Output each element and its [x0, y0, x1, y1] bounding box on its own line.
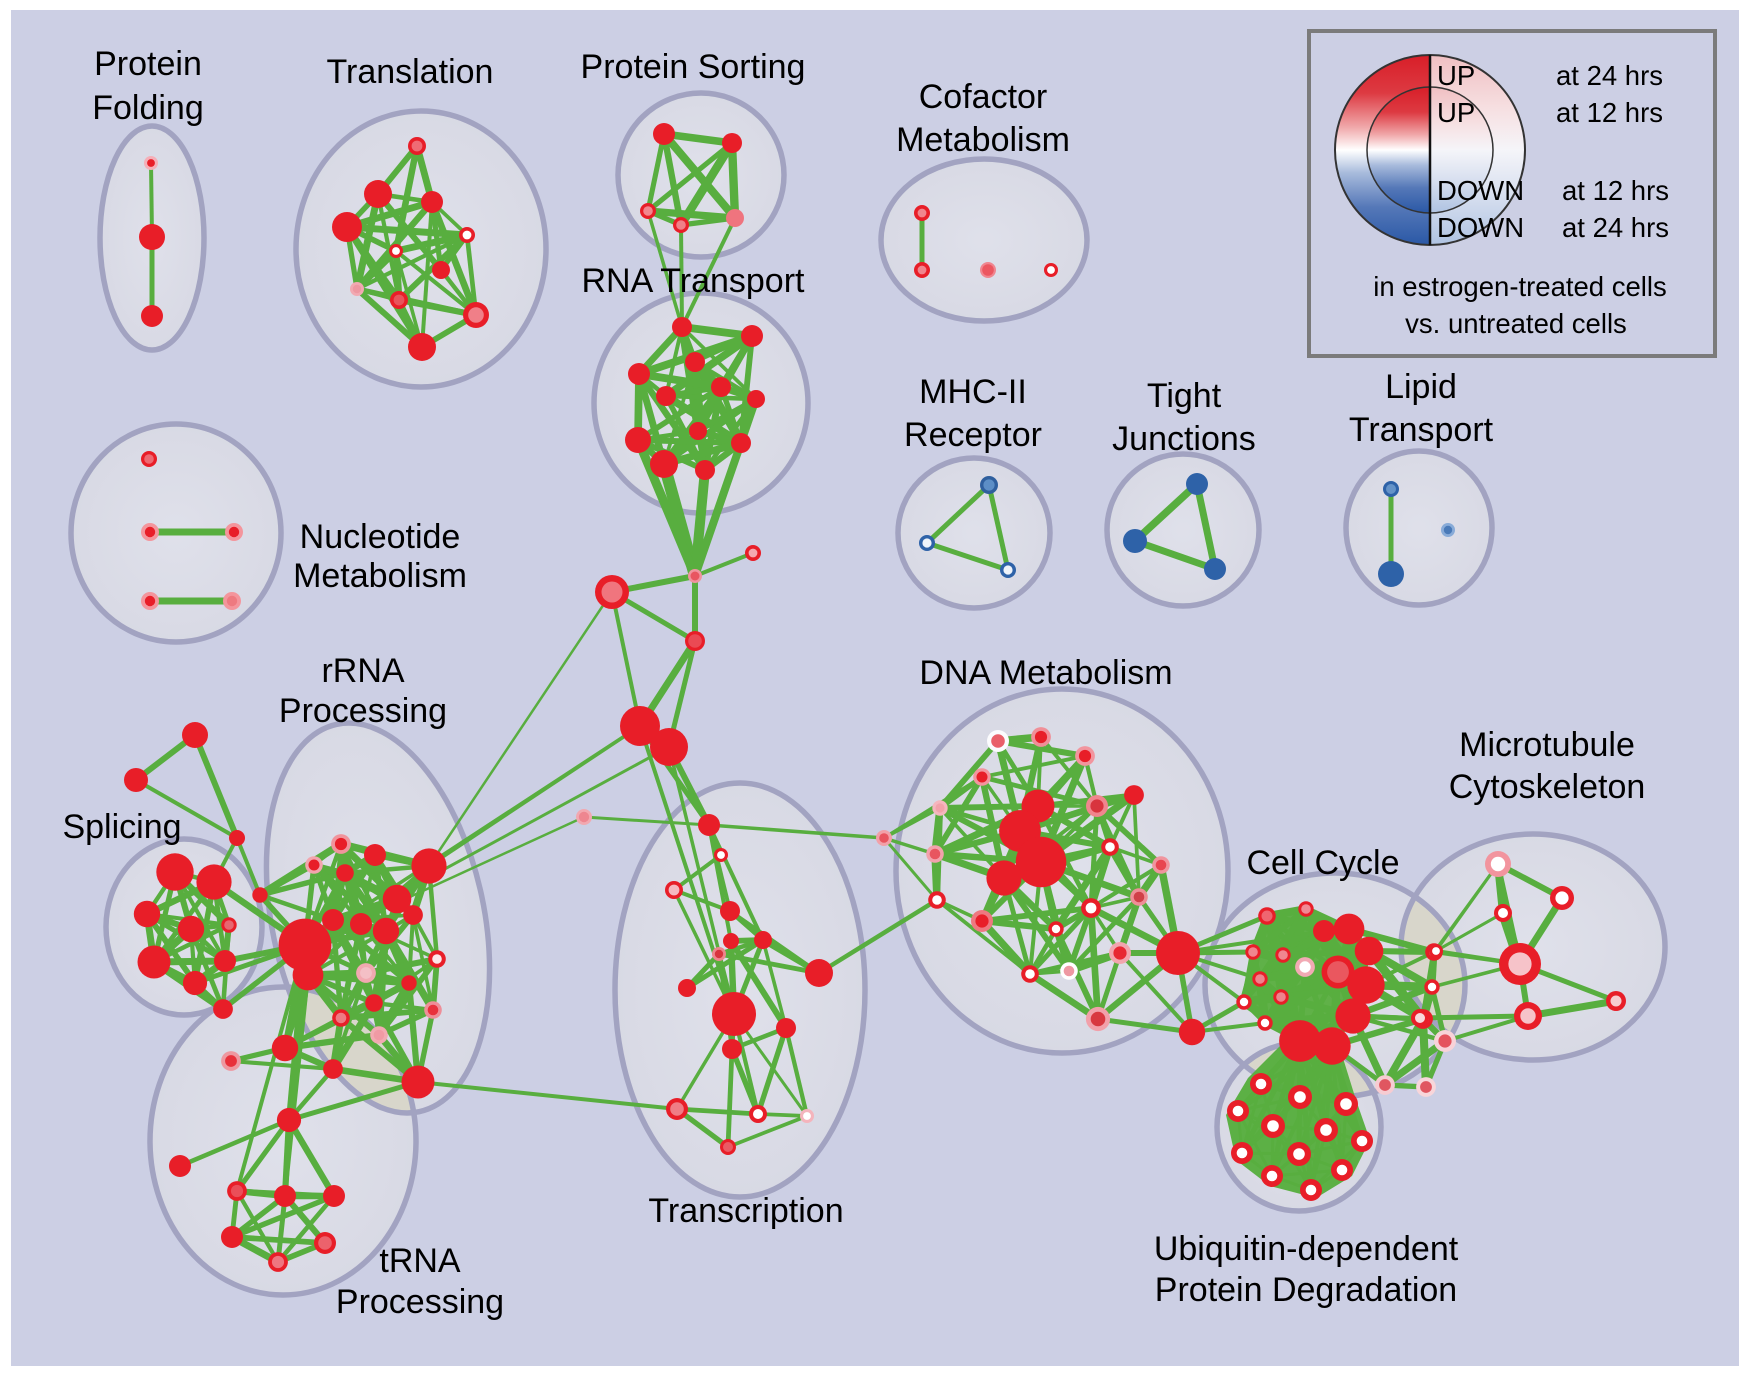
svg-text:Lipid: Lipid [1385, 368, 1457, 406]
svg-text:at 24 hrs: at 24 hrs [1556, 60, 1663, 91]
svg-text:Translation: Translation [327, 53, 494, 91]
svg-text:tRNA: tRNA [379, 1242, 461, 1280]
svg-text:Protein: Protein [94, 45, 202, 83]
svg-text:vs. untreated cells: vs. untreated cells [1405, 308, 1627, 339]
svg-text:Cytoskeleton: Cytoskeleton [1449, 768, 1646, 806]
svg-text:Transcription: Transcription [648, 1192, 843, 1230]
svg-text:at 12 hrs: at 12 hrs [1556, 97, 1663, 128]
svg-text:in estrogen-treated cells: in estrogen-treated cells [1373, 271, 1667, 302]
svg-text:at 12 hrs: at 12 hrs [1562, 175, 1669, 206]
svg-text:UP: UP [1437, 97, 1475, 128]
svg-text:DOWN: DOWN [1437, 212, 1524, 243]
svg-text:Splicing: Splicing [62, 808, 181, 846]
svg-text:Ubiquitin-dependent: Ubiquitin-dependent [1154, 1230, 1459, 1268]
svg-text:Metabolism: Metabolism [896, 121, 1070, 159]
svg-text:Protein Degradation: Protein Degradation [1155, 1271, 1457, 1309]
svg-text:Processing: Processing [336, 1283, 504, 1321]
svg-text:Folding: Folding [92, 89, 204, 127]
svg-text:DNA Metabolism: DNA Metabolism [919, 654, 1172, 692]
svg-text:Receptor: Receptor [904, 416, 1042, 454]
svg-text:Processing: Processing [279, 692, 447, 730]
svg-text:UP: UP [1437, 60, 1475, 91]
svg-text:MHC-II: MHC-II [919, 373, 1027, 411]
svg-text:Protein Sorting: Protein Sorting [581, 48, 806, 86]
svg-text:DOWN: DOWN [1437, 175, 1524, 206]
svg-text:RNA Transport: RNA Transport [582, 262, 806, 300]
svg-text:rRNA: rRNA [321, 652, 404, 690]
svg-text:Nucleotide: Nucleotide [300, 518, 461, 556]
svg-text:Tight: Tight [1147, 377, 1222, 415]
svg-text:Transport: Transport [1349, 411, 1494, 449]
svg-text:Cell Cycle: Cell Cycle [1246, 844, 1399, 882]
svg-text:Metabolism: Metabolism [293, 557, 467, 595]
svg-text:at 24 hrs: at 24 hrs [1562, 212, 1669, 243]
svg-text:Junctions: Junctions [1112, 420, 1256, 458]
svg-text:Cofactor: Cofactor [919, 78, 1048, 116]
svg-text:Microtubule: Microtubule [1459, 726, 1635, 764]
